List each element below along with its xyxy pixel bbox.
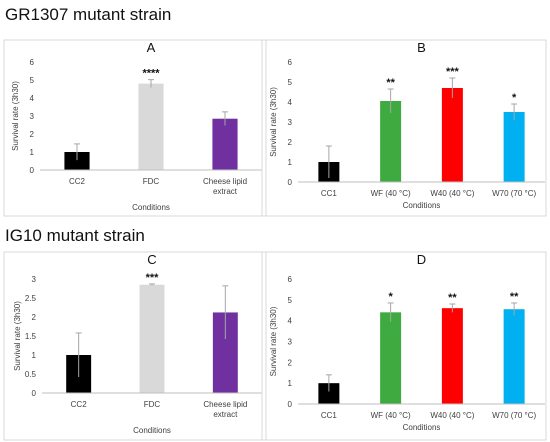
bar [380,101,402,182]
y-tick-label: 6 [288,275,293,284]
y-tick-label: 0 [288,178,293,187]
y-tick-label: 2.5 [25,294,37,303]
y-axis-label: Survival rate (3h30) [13,301,22,371]
x-tick-label: CC1 [321,189,338,198]
x-tick-label: W70 (70 °C) [492,411,536,420]
significance-label: **** [142,68,160,80]
bar [441,88,463,182]
chart-b: B 0 1 2 3 4 5 6 Survival rate (3h30) CC1 ** WF (40 … [261,39,547,217]
x-tick-label: extract [213,410,238,419]
y-tick-label: 5 [30,76,35,85]
bar [138,83,164,170]
bar [380,312,402,404]
bar [318,383,340,404]
x-axis-label: Conditions [132,203,170,212]
y-tick-label: 3 [30,112,35,121]
significance-label: *** [146,272,160,284]
y-tick-label: 4 [288,98,293,107]
chart-frame [3,251,267,441]
y-tick-label: 2 [30,130,35,139]
significance-label: * [512,92,517,104]
y-tick-label: 1.5 [25,332,37,341]
x-tick-label: FDC [143,177,160,186]
y-tick-label: 5 [288,78,293,87]
y-tick-label: 3 [288,338,293,347]
bar [503,309,525,404]
y-tick-label: 1 [30,148,35,157]
chart-c: C 0 0.5 1 1.5 2 2.5 3 Survival rate (3h30) CC2 ***… [3,251,267,441]
significance-label: ** [448,292,457,304]
significance-label: ** [386,77,395,89]
chart-a: A 0 1 2 3 4 5 6 Survival rate (3h30) CC2 **** FDC Ch… [3,39,267,217]
y-tick-label: 4 [30,94,35,103]
chart-title: C [147,252,156,267]
bar [64,152,90,170]
y-axis-label: Survival rate (3h30) [11,81,20,151]
y-tick-label: 2 [32,313,37,322]
x-axis-label: Conditions [403,201,441,210]
y-tick-label: 1 [32,351,37,360]
y-tick-label: 4 [288,317,293,326]
chart-d: D 0 1 2 3 4 5 6 Survival rate (3h30) CC1 * WF (40 °… [261,251,547,441]
y-tick-label: 0.5 [25,370,37,379]
y-axis-label: Survival rate (3h30) [269,306,278,376]
x-tick-label: WF (40 °C) [371,411,411,420]
y-tick-label: 1 [288,379,293,388]
y-tick-label: 2 [288,358,293,367]
bar [212,118,238,170]
y-tick-label: 6 [288,58,293,67]
strain-title-ig10: IG10 mutant strain [5,226,145,245]
x-tick-label: CC2 [71,400,88,409]
chart-frame [261,251,547,441]
y-tick-label: 3 [288,118,293,127]
x-tick-label: Cheese lipid [203,400,247,409]
x-tick-label: Cheese lipid [203,177,247,186]
significance-label: ** [510,291,519,303]
strain-title-gr1307: GR1307 mutant strain [5,5,172,24]
y-tick-label: 2 [288,138,293,147]
y-tick-label: 0 [30,166,35,175]
x-tick-label: W70 (70 °C) [492,189,536,198]
y-tick-label: 5 [288,296,293,305]
x-tick-label: extract [213,187,238,196]
significance-label: *** [446,66,460,78]
chart-title: D [417,252,426,267]
bar [441,308,463,404]
x-tick-label: WF (40 °C) [371,189,411,198]
bar [139,284,165,393]
y-tick-label: 1 [288,158,293,167]
y-tick-label: 3 [32,275,37,284]
chart-frame [3,39,267,217]
x-tick-label: W40 (40 °C) [430,411,474,420]
x-tick-label: W40 (40 °C) [430,189,474,198]
bar [503,112,525,182]
y-axis-label: Survival rate (3h30) [269,87,278,157]
chart-title: A [147,40,156,55]
significance-label: * [388,291,393,303]
chart-title: B [417,40,426,55]
y-tick-label: 0 [288,400,293,409]
x-axis-label: Conditions [133,426,171,435]
y-tick-label: 6 [30,58,35,67]
x-axis-label: Conditions [403,423,441,432]
x-tick-label: CC2 [69,177,86,186]
y-tick-label: 0 [32,389,37,398]
x-tick-label: FDC [144,400,161,409]
chart-frame [261,39,547,217]
x-tick-label: CC1 [321,411,338,420]
